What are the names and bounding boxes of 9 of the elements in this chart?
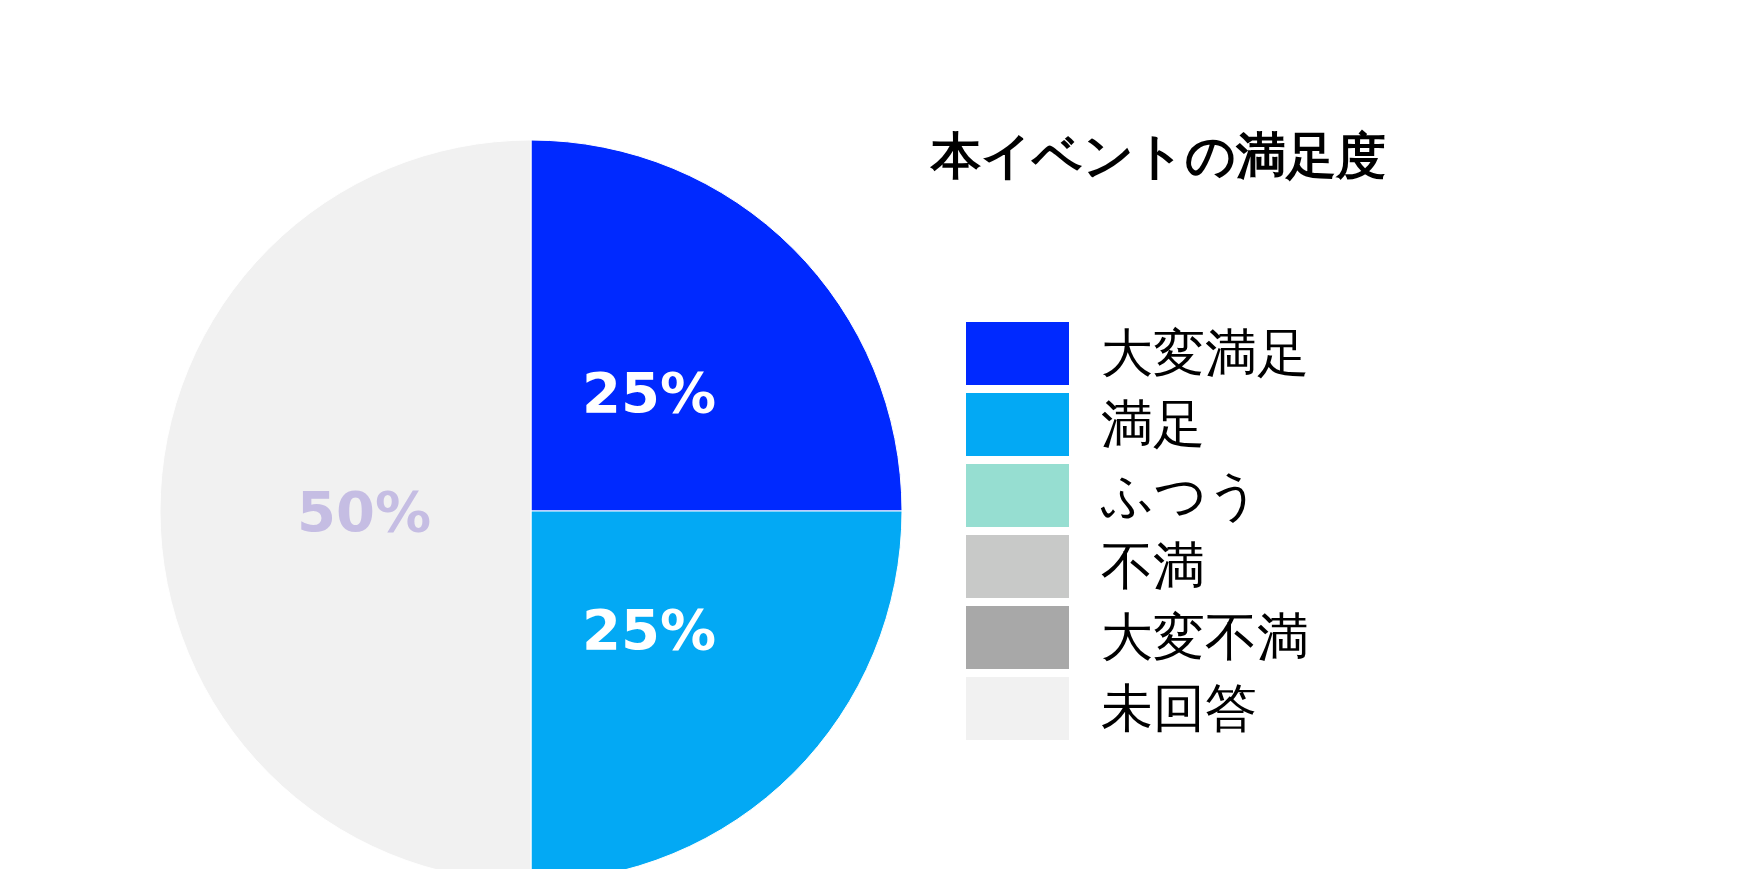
legend-label: 満足 — [1101, 392, 1205, 456]
legend-label: ふつう — [1101, 463, 1260, 527]
chart-title: 本イベントの満足度 — [929, 126, 1387, 187]
legend-label: 未回答 — [1101, 676, 1257, 740]
data-label: 25% — [582, 360, 717, 426]
legend-label: 大変不満 — [1101, 605, 1309, 669]
legend-label: 不満 — [1101, 534, 1205, 598]
data-label: 25% — [582, 596, 717, 662]
legend-label: 大変満足 — [1101, 321, 1309, 385]
